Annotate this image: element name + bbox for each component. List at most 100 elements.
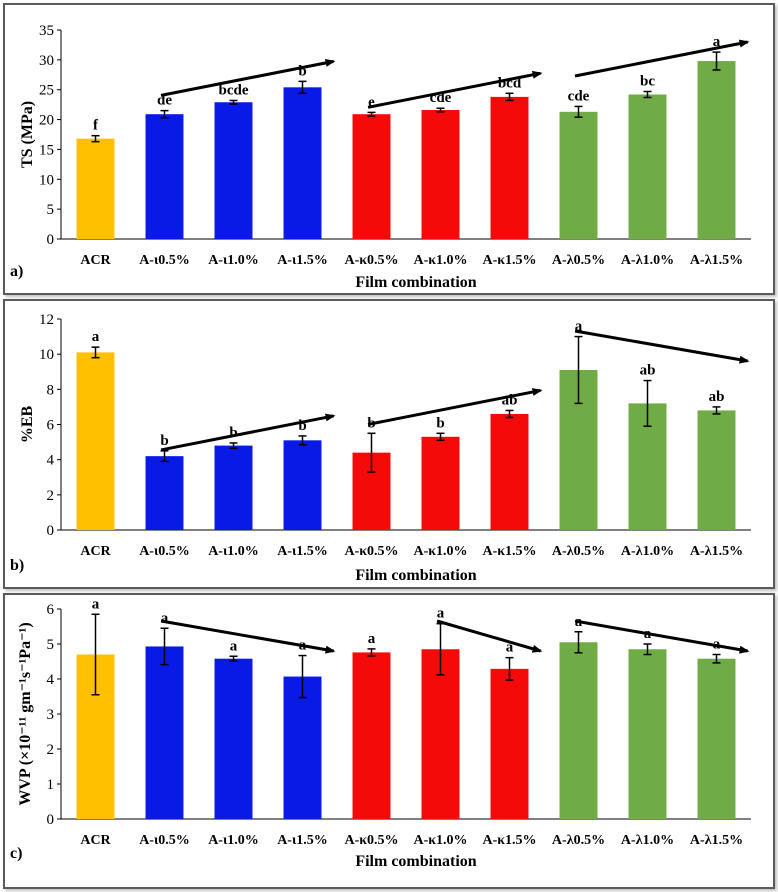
panel-b-y-tick-label: 6 xyxy=(47,418,55,434)
panel-c-category-label: A-κ1.5% xyxy=(482,833,536,848)
panel-a-category-label: ACR xyxy=(80,253,111,268)
panel-c-significance-letter: a xyxy=(506,640,514,656)
panel-a-significance-letter: cde xyxy=(568,88,590,104)
panel-c-category-label: A-ι1.5% xyxy=(277,833,328,848)
panel-c-x-axis-title: Film combination xyxy=(355,853,476,870)
panel-a-y-tick-label: 20 xyxy=(39,113,54,129)
panel-b-y-tick-label: 0 xyxy=(47,523,55,539)
panel-b-trend-arrow xyxy=(574,329,750,364)
panel-c-category-label: A-λ1.0% xyxy=(621,833,674,848)
panel-b-bar xyxy=(145,456,184,530)
panel-c-y-axis-title: WVP (×10⁻¹¹ gm⁻¹s⁻¹Pa⁻¹) xyxy=(17,622,34,805)
panel-b-bar xyxy=(421,436,460,530)
panel-b-trend-arrow xyxy=(160,413,336,452)
panel-a-y-tick-label: 5 xyxy=(47,202,55,218)
panel-a-significance-letter: e xyxy=(368,94,375,110)
panel-b-y-tick-label: 8 xyxy=(47,382,55,398)
panel-b-bar xyxy=(283,440,322,530)
panel-c-category-label: ACR xyxy=(80,833,111,848)
panel-a-category-label: A-λ0.5% xyxy=(552,253,605,268)
panel-a-y-tick-label: 25 xyxy=(39,83,54,99)
panel-b-y-tick-label: 4 xyxy=(47,453,55,469)
panel-c-category-label: A-λ1.5% xyxy=(690,833,743,848)
panel-b-category-label: A-ι1.0% xyxy=(208,544,259,559)
panel-b-trend-arrow xyxy=(367,388,543,426)
panel-a-significance-letter: de xyxy=(157,93,172,109)
panel-b-category-label: A-ι1.5% xyxy=(277,544,328,559)
panel-a-category-label: A-ι0.5% xyxy=(139,253,190,268)
panel-b-bar xyxy=(697,410,736,530)
panel-c-bar xyxy=(697,658,736,819)
panel-a-panel-label: a) xyxy=(10,263,23,280)
panel-a-y-tick-label: 35 xyxy=(39,23,54,39)
panel-c-bar xyxy=(628,649,667,819)
panel-a-y-axis-title: TS (MPa) xyxy=(19,101,36,168)
panel-a-y-tick-label: 0 xyxy=(47,232,55,248)
panel-a-category-label: A-ι1.0% xyxy=(208,253,259,268)
panel-c-trend-arrow xyxy=(574,619,750,654)
panel-c-y-tick-label: 3 xyxy=(47,707,55,723)
panel-a-y-tick-label: 15 xyxy=(39,142,54,158)
panel-c-category-label: A-ι1.0% xyxy=(208,833,259,848)
panel-b-category-label: A-κ1.5% xyxy=(482,544,536,559)
panel-b-category-label: ACR xyxy=(80,544,111,559)
panel-c-y-tick-label: 0 xyxy=(47,812,55,828)
panel-c-y-tick-label: 6 xyxy=(47,602,55,618)
panel-b-significance-letter: a xyxy=(575,319,583,335)
panel-a-bar xyxy=(559,111,598,239)
panel-a-significance-letter: bcde xyxy=(219,82,249,98)
panel-a-category-label: A-λ1.5% xyxy=(690,253,743,268)
panel-a-y-tick-label: 30 xyxy=(39,53,54,69)
panel-b-category-label: A-ι0.5% xyxy=(139,544,190,559)
panel-b-y-tick-label: 2 xyxy=(47,488,55,504)
panel-c-category-label: A-λ0.5% xyxy=(552,833,605,848)
panel-a-bar xyxy=(421,110,460,239)
panel-c-significance-letter: a xyxy=(230,638,238,654)
panel-b-y-tick-label: 12 xyxy=(39,312,54,328)
panel-b-significance-letter: a xyxy=(92,329,100,345)
panel-a-category-label: A-ι1.5% xyxy=(277,253,328,268)
panel-a-category-label: A-λ1.0% xyxy=(621,253,674,268)
panel-c-bar xyxy=(214,658,253,819)
panel-a-bar xyxy=(283,87,322,239)
panel-c-significance-letter: a xyxy=(368,631,376,647)
panel-b-significance-letter: b xyxy=(229,425,237,441)
panel-b-significance-letter: b xyxy=(298,418,306,434)
panel-a-bar xyxy=(352,114,391,239)
panel-b-significance-letter: ab xyxy=(709,389,725,405)
panel-c-y-tick-label: 2 xyxy=(47,742,55,758)
panel-a-trend-arrow xyxy=(574,39,750,78)
panel-b-category-label: A-λ0.5% xyxy=(552,544,605,559)
panel-a-category-label: A-κ1.5% xyxy=(482,253,536,268)
panel-c-significance-letter: a xyxy=(92,596,100,612)
panel-b-category-label: A-κ1.0% xyxy=(413,544,467,559)
panel-c-trend-arrow xyxy=(436,619,543,653)
panel-c-y-tick-label: 1 xyxy=(47,777,55,793)
panel-b-bar xyxy=(76,352,115,530)
panel-c-bar xyxy=(145,646,184,819)
panel-a-bar xyxy=(490,96,529,239)
panel-c-bar xyxy=(559,642,598,819)
panel-c-y-tick-label: 4 xyxy=(47,672,55,688)
panel-a-x-axis-title: Film combination xyxy=(355,274,476,291)
panel-b-category-label: A-λ1.5% xyxy=(690,544,743,559)
panel-c-panel-label: c) xyxy=(10,845,22,862)
panel-a-significance-letter: a xyxy=(713,34,721,50)
panel-c-bar xyxy=(421,649,460,819)
panel-c-bar xyxy=(352,652,391,819)
panel-b-y-axis-title: %EB xyxy=(19,406,36,444)
panel-c-bar xyxy=(283,676,322,819)
panel-b-significance-letter: b xyxy=(436,415,444,431)
panel-a-y-tick-label: 10 xyxy=(39,172,54,188)
panel-a-bar xyxy=(145,114,184,239)
panel-b-significance-letter: b xyxy=(160,433,168,449)
panel-a-category-label: A-κ0.5% xyxy=(344,253,398,268)
panel-a-bar xyxy=(76,138,115,239)
panel-a-category-label: A-κ1.0% xyxy=(413,253,467,268)
panel-c-category-label: A-ι0.5% xyxy=(139,833,190,848)
panel-b-y-tick-label: 10 xyxy=(39,347,54,363)
panel-c-category-label: A-κ0.5% xyxy=(344,833,398,848)
panel-b-significance-letter: ab xyxy=(640,363,656,379)
panel-c-bar xyxy=(490,668,529,819)
